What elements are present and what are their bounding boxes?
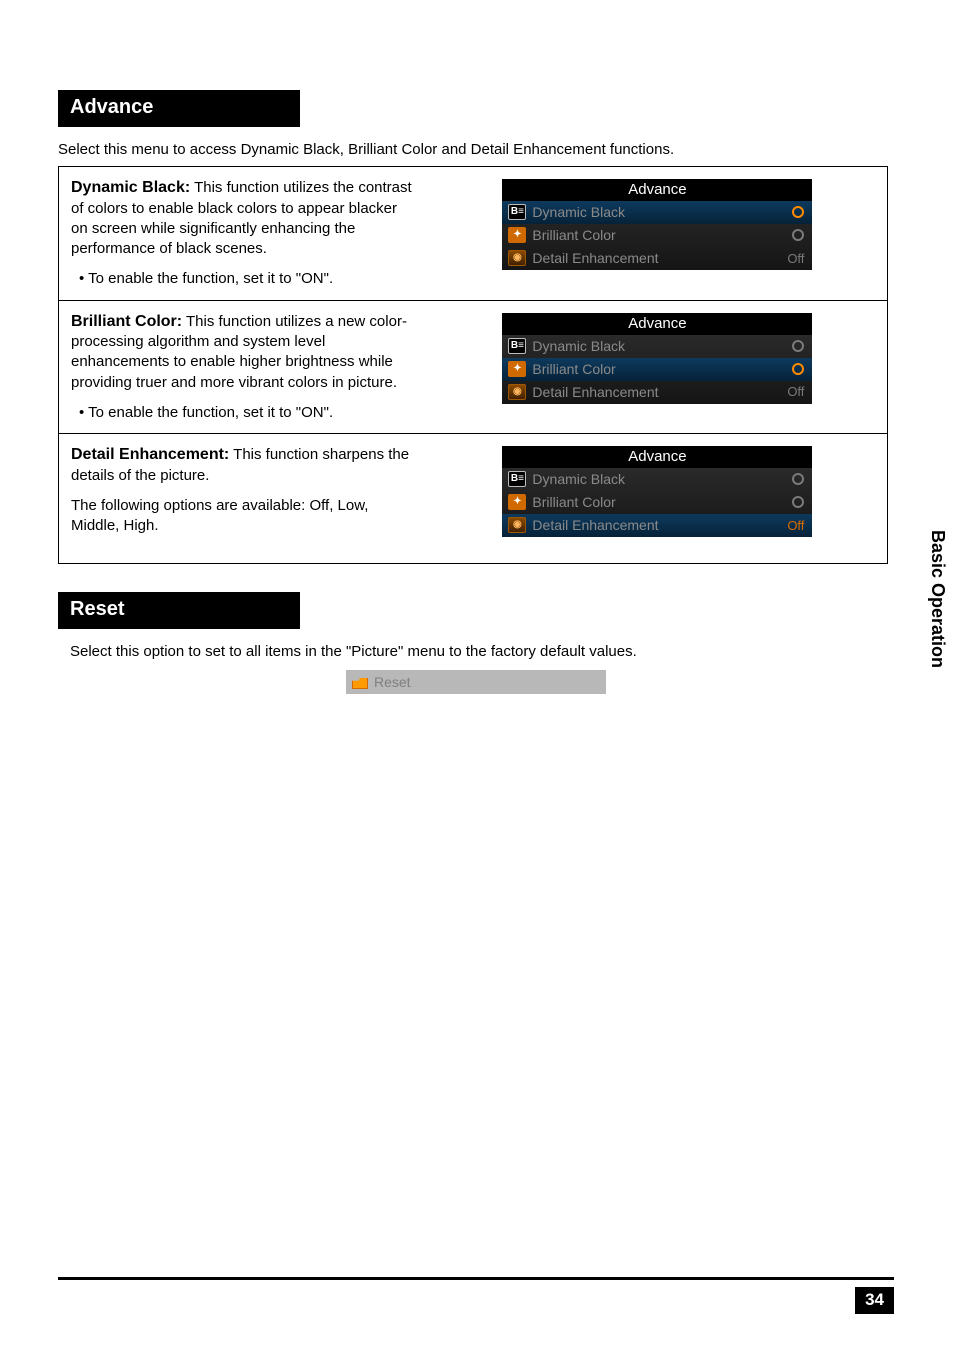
osd-item-icon: ✦ (508, 227, 526, 243)
advance-intro: Select this menu to access Dynamic Black… (58, 141, 894, 158)
osd-row: ◉ Detail Enhancement Off (502, 514, 812, 537)
reset-header: Reset (58, 592, 300, 629)
osd-row: ◉ Detail Enhancement Off (502, 381, 812, 404)
advance-header: Advance (58, 90, 300, 127)
osd-row: B≡ Dynamic Black (502, 201, 812, 224)
osd-item-label: Dynamic Black (532, 338, 786, 354)
osd-item-label: Brilliant Color (532, 361, 786, 377)
osd-body: B≡ Dynamic Black ✦ Brilliant Color ◉ Detail E… (502, 335, 812, 404)
osd-row: ✦ Brilliant Color (502, 491, 812, 514)
osd-panel: Advance B≡ Dynamic Black ✦ Brilliant Color ◉ D… (502, 446, 812, 537)
reset-strip-label: Reset (374, 674, 411, 690)
osd-panel: Advance B≡ Dynamic Black ✦ Brilliant Color ◉ D… (502, 179, 812, 270)
page-number: 34 (855, 1287, 894, 1314)
feature-bullet: To enable the function, set it to "ON". (79, 269, 416, 289)
advance-osd-cell: Advance B≡ Dynamic Black ✦ Brilliant Color ◉ D… (428, 167, 888, 301)
osd-row: B≡ Dynamic Black (502, 335, 812, 358)
osd-item-icon: ◉ (508, 384, 526, 400)
osd-value: Off (776, 384, 804, 399)
osd-radio-icon (792, 340, 804, 352)
osd-item-label: Dynamic Black (532, 471, 786, 487)
osd-value: Off (776, 518, 804, 533)
reset-icon (352, 675, 368, 689)
advance-table-row: Detail Enhancement: This function sharpe… (59, 434, 888, 564)
advance-table-row: Brilliant Color: This function utilizes … (59, 300, 888, 434)
advance-osd-cell: Advance B≡ Dynamic Black ✦ Brilliant Color ◉ D… (428, 434, 888, 564)
feature-desc: Dynamic Black: This function utilizes th… (71, 177, 416, 259)
osd-item-label: Dynamic Black (532, 204, 786, 220)
osd-item-icon: B≡ (508, 471, 526, 487)
osd-item-label: Brilliant Color (532, 494, 786, 510)
osd-radio-icon (792, 473, 804, 485)
osd-item-label: Detail Enhancement (532, 250, 770, 266)
osd-title: Advance (502, 179, 812, 201)
osd-row: ✦ Brilliant Color (502, 224, 812, 247)
advance-desc-cell: Detail Enhancement: This function sharpe… (59, 434, 428, 564)
osd-body: B≡ Dynamic Black ✦ Brilliant Color ◉ Detail E… (502, 468, 812, 537)
osd-item-label: Detail Enhancement (532, 384, 770, 400)
osd-radio-icon (792, 496, 804, 508)
osd-body: B≡ Dynamic Black ✦ Brilliant Color ◉ Detail E… (502, 201, 812, 270)
feature-bullet: To enable the function, set it to "ON". (79, 403, 416, 423)
advance-osd-cell: Advance B≡ Dynamic Black ✦ Brilliant Color ◉ D… (428, 300, 888, 434)
osd-radio-icon (792, 206, 804, 218)
osd-item-icon: ✦ (508, 361, 526, 377)
reset-intro: Select this option to set to all items i… (70, 643, 894, 660)
feature-desc: Brilliant Color: This function utilizes … (71, 311, 416, 393)
osd-panel: Advance B≡ Dynamic Black ✦ Brilliant Color ◉ D… (502, 313, 812, 404)
osd-row: ◉ Detail Enhancement Off (502, 247, 812, 270)
osd-radio-icon (792, 229, 804, 241)
osd-item-label: Brilliant Color (532, 227, 786, 243)
feature-desc: Detail Enhancement: This function sharpe… (71, 444, 416, 486)
side-tab: Basic Operation (919, 520, 954, 678)
advance-table-row: Dynamic Black: This function utilizes th… (59, 167, 888, 301)
feature-extra: The following options are available: Off… (71, 496, 416, 537)
osd-item-icon: ◉ (508, 250, 526, 266)
advance-desc-cell: Brilliant Color: This function utilizes … (59, 300, 428, 434)
osd-title: Advance (502, 446, 812, 468)
osd-item-label: Detail Enhancement (532, 517, 770, 533)
advance-desc-cell: Dynamic Black: This function utilizes th… (59, 167, 428, 301)
osd-title: Advance (502, 313, 812, 335)
osd-item-icon: B≡ (508, 204, 526, 220)
osd-row: B≡ Dynamic Black (502, 468, 812, 491)
osd-radio-icon (792, 363, 804, 375)
osd-item-icon: ✦ (508, 494, 526, 510)
osd-value: Off (776, 251, 804, 266)
advance-table: Dynamic Black: This function utilizes th… (58, 166, 888, 564)
osd-item-icon: ◉ (508, 517, 526, 533)
reset-strip: Reset (346, 670, 606, 694)
footer-rule (58, 1277, 894, 1280)
osd-row: ✦ Brilliant Color (502, 358, 812, 381)
osd-item-icon: B≡ (508, 338, 526, 354)
